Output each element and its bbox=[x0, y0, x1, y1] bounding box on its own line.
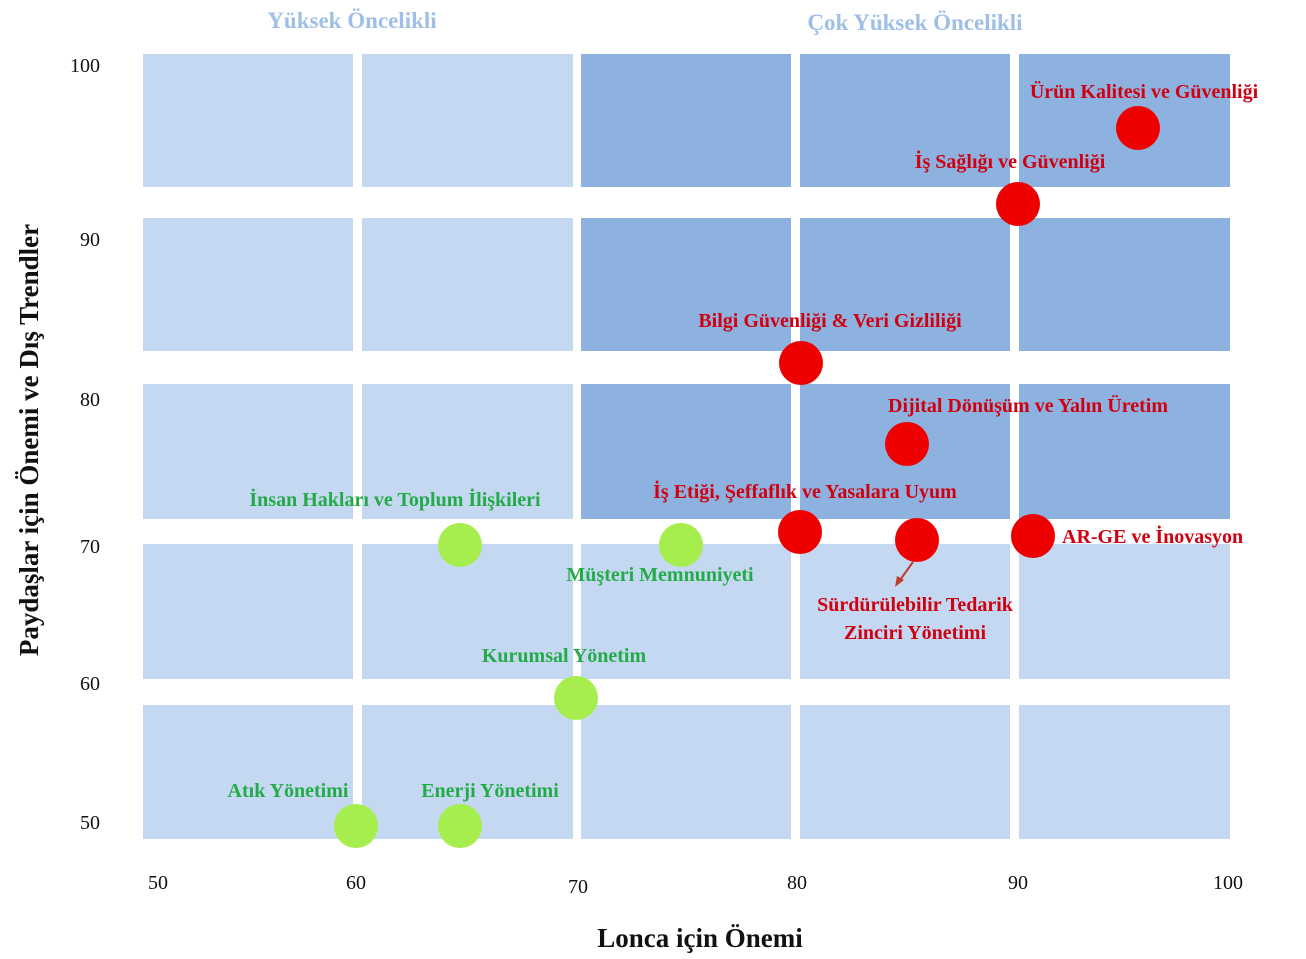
y-tick-label: 100 bbox=[70, 55, 100, 77]
bg-tile bbox=[1019, 384, 1230, 519]
quadrant-label-very-high-priority: Çok Yüksek Öncelikli bbox=[807, 10, 1023, 35]
x-tick-label: 90 bbox=[1008, 872, 1028, 894]
bg-tile bbox=[1019, 705, 1230, 839]
supply-chain-callout-arrow bbox=[895, 561, 914, 587]
data-point bbox=[779, 341, 823, 385]
bg-tile bbox=[800, 544, 1010, 679]
data-point bbox=[554, 676, 598, 720]
bg-tile bbox=[362, 218, 573, 351]
x-axis-ticks: 50 60 70 80 90 100 bbox=[148, 872, 1243, 898]
bg-tile bbox=[143, 544, 353, 679]
data-point bbox=[659, 523, 703, 567]
bg-tile bbox=[581, 544, 791, 679]
data-point bbox=[438, 804, 482, 848]
y-tick-label: 90 bbox=[80, 229, 100, 251]
data-point bbox=[438, 523, 482, 567]
bg-tile bbox=[581, 384, 791, 519]
bg-tile bbox=[800, 218, 1010, 351]
x-tick-label: 50 bbox=[148, 872, 168, 894]
bg-tile bbox=[143, 384, 353, 519]
y-axis-title: Paydaşlar için Önemi ve Dış Trendler bbox=[14, 224, 44, 656]
x-tick-label: 60 bbox=[346, 872, 366, 894]
bg-tile bbox=[362, 384, 573, 519]
data-point bbox=[778, 510, 822, 554]
data-label: Bilgi Güvenliği & Veri Gizliliği bbox=[698, 310, 962, 332]
y-tick-label: 80 bbox=[80, 389, 100, 411]
background-tiles bbox=[143, 54, 1230, 839]
data-label: Sürdürülebilir Tedarik Zinciri Yönetimi bbox=[817, 594, 1014, 644]
y-tick-label: 50 bbox=[80, 812, 100, 834]
data-point bbox=[996, 182, 1040, 226]
bg-tile bbox=[143, 705, 353, 839]
data-label: AR-GE ve İnovasyon bbox=[1062, 524, 1243, 548]
bg-tile bbox=[581, 705, 791, 839]
bg-tile bbox=[581, 218, 791, 351]
data-point bbox=[885, 422, 929, 466]
x-axis-title: Lonca için Önemi bbox=[597, 923, 803, 953]
data-points bbox=[334, 106, 1160, 848]
data-label: İnsan Hakları ve Toplum İlişkileri bbox=[249, 487, 541, 511]
data-label: Müşteri Memnuniyeti bbox=[566, 564, 754, 586]
data-point bbox=[1011, 514, 1055, 558]
data-label: İş Etiği, Şeffaflık ve Yasalara Uyum bbox=[653, 479, 957, 503]
bg-tile bbox=[1019, 218, 1230, 351]
bg-tile bbox=[362, 54, 573, 187]
y-tick-label: 60 bbox=[80, 673, 100, 695]
data-label: Atık Yönetimi bbox=[228, 780, 349, 802]
data-label: Dijital Dönüşüm ve Yalın Üretim bbox=[888, 394, 1168, 417]
bg-tile bbox=[362, 544, 573, 679]
quadrant-label-high-priority: Yüksek Öncelikli bbox=[267, 8, 437, 33]
data-label: Ürün Kalitesi ve Güvenliği bbox=[1030, 80, 1259, 103]
x-tick-label: 80 bbox=[787, 872, 807, 894]
data-point bbox=[895, 518, 939, 562]
x-tick-label: 100 bbox=[1213, 872, 1243, 894]
callout-line bbox=[899, 561, 914, 581]
callout-arrowhead bbox=[895, 576, 904, 587]
data-labels: Ürün Kalitesi ve Güvenliği İş Sağlığı ve … bbox=[228, 80, 1259, 802]
y-tick-label: 70 bbox=[80, 536, 100, 558]
y-axis-ticks: 50 60 70 80 90 100 bbox=[70, 55, 100, 834]
bg-tile bbox=[581, 54, 791, 187]
x-tick-label: 70 bbox=[568, 876, 588, 898]
data-label: Enerji Yönetimi bbox=[421, 780, 559, 802]
bg-tile bbox=[800, 54, 1010, 187]
data-label: İş Sağlığı ve Güvenliği bbox=[915, 149, 1106, 173]
data-label: Kurumsal Yönetim bbox=[482, 645, 647, 667]
bg-tile bbox=[1019, 544, 1230, 679]
data-point bbox=[1116, 106, 1160, 150]
bg-tile bbox=[143, 54, 353, 187]
data-point bbox=[334, 804, 378, 848]
bg-tile bbox=[143, 218, 353, 351]
bg-tile bbox=[800, 705, 1010, 839]
